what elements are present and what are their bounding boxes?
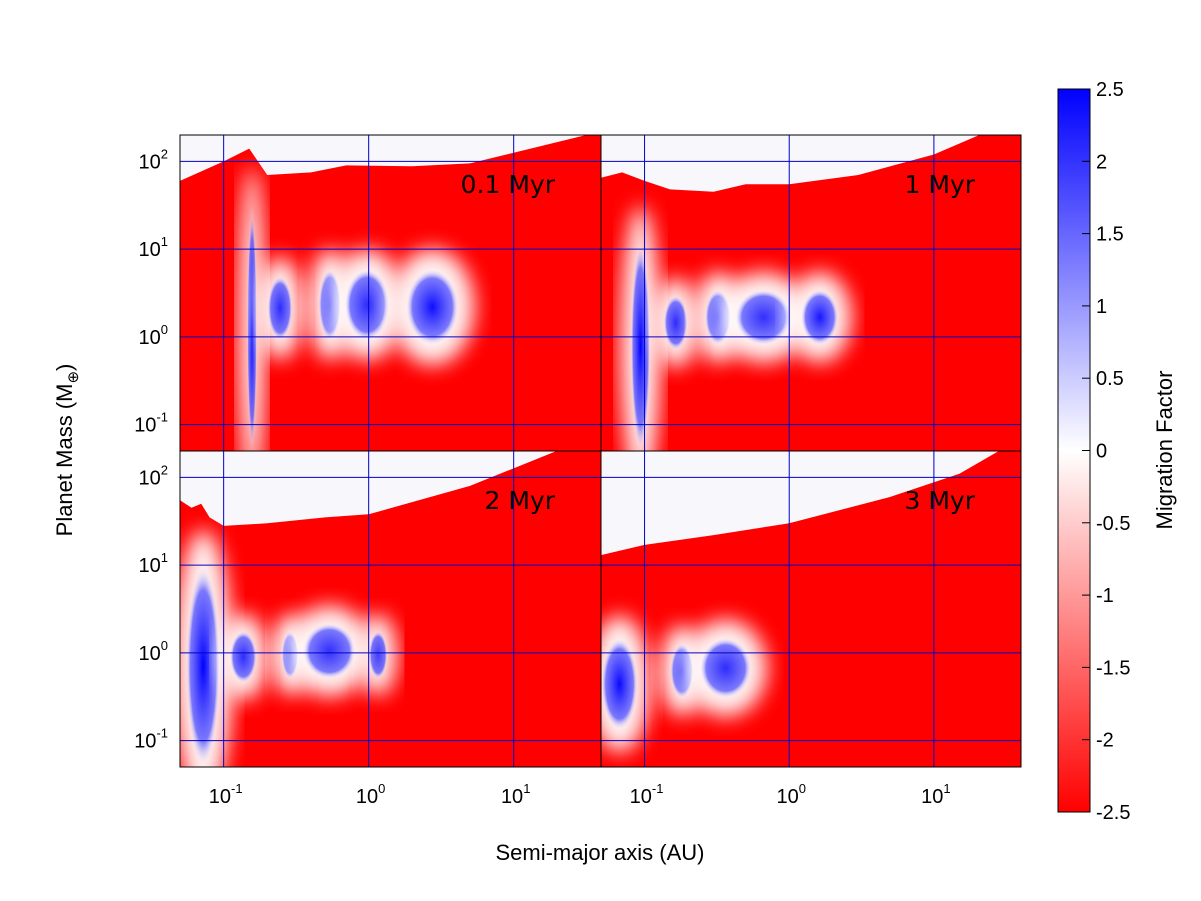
outward-migration-zone: [247, 207, 258, 451]
colorbar-label: Migration Factor: [1152, 371, 1177, 530]
panel-time-label: 2 Myr: [485, 486, 556, 515]
tick-label: 10-1: [209, 781, 243, 808]
panel-time-label: 1 Myr: [905, 170, 976, 199]
outward-migration-zone: [344, 268, 390, 341]
axes: 10-1 100 101 10-1 100 101 10-1 100 101 102 10-1 100…: [134, 146, 950, 808]
tick-label: 101: [139, 550, 168, 577]
outward-migration-zone: [699, 637, 752, 699]
panel-1: [180, 135, 601, 451]
panel-2: [601, 135, 1021, 451]
colorbar-tick-label: -2: [1096, 730, 1114, 752]
tick-label: 100: [356, 781, 385, 808]
colorbar-tick-label: -2.5: [1096, 802, 1130, 824]
outward-migration-zone: [601, 637, 638, 731]
outward-migration-zone: [405, 268, 460, 346]
outward-migration-zone: [368, 630, 388, 680]
panel-grid: 0.1 Myr 1 Myr 2 Myr 3 Myr: [179, 134, 1022, 768]
outward-migration-zone: [800, 289, 839, 346]
tick-label: 101: [501, 781, 530, 808]
x-axis-label: Semi-major axis (AU): [495, 840, 704, 865]
panel-4: [601, 451, 1021, 767]
colorbar: 2.5 2 1.5 1 0.5 0 -0.5 -1 -1.5 -2 -2.5: [1057, 79, 1130, 824]
colorbar-tick-label: -1: [1096, 585, 1114, 607]
colorbar-tick-label: 1: [1096, 296, 1107, 318]
colorbar-tick-label: 0: [1096, 441, 1107, 463]
tick-label: 10-1: [630, 781, 664, 808]
colorbar-tick-label: 2.5: [1096, 79, 1124, 101]
tick-label: 10-1: [134, 726, 168, 753]
colorbar-tick-label: -0.5: [1096, 513, 1130, 535]
outward-migration-zone: [186, 565, 221, 767]
colorbar-tick-label: 0.5: [1096, 368, 1124, 390]
tick-label: 10-1: [134, 410, 168, 437]
panel-time-label: 0.1 Myr: [461, 170, 556, 199]
tick-label: 100: [776, 781, 805, 808]
outward-migration-zone: [734, 289, 793, 346]
y-axis-label: Planet Mass (M⊕): [52, 364, 82, 537]
tick-label: 102: [139, 462, 168, 489]
colorbar-tick-label: 2: [1096, 151, 1107, 173]
outward-migration-zone: [302, 622, 357, 680]
colorbar-tick-label: -1.5: [1096, 657, 1130, 679]
outward-migration-zone: [229, 630, 258, 684]
panel-time-label: 3 Myr: [905, 486, 976, 515]
outward-migration-zone: [630, 242, 651, 451]
tick-label: 100: [139, 322, 168, 349]
tick-label: 101: [139, 234, 168, 261]
panel-3: [180, 451, 601, 767]
tick-label: 100: [139, 638, 168, 665]
outward-migration-zone: [663, 295, 689, 351]
colorbar-tick-label: 1.5: [1096, 224, 1124, 246]
tick-label: 102: [139, 146, 168, 173]
panel-border: [600, 450, 1022, 768]
tick-label: 101: [921, 781, 950, 808]
outward-migration-zone: [267, 275, 293, 341]
